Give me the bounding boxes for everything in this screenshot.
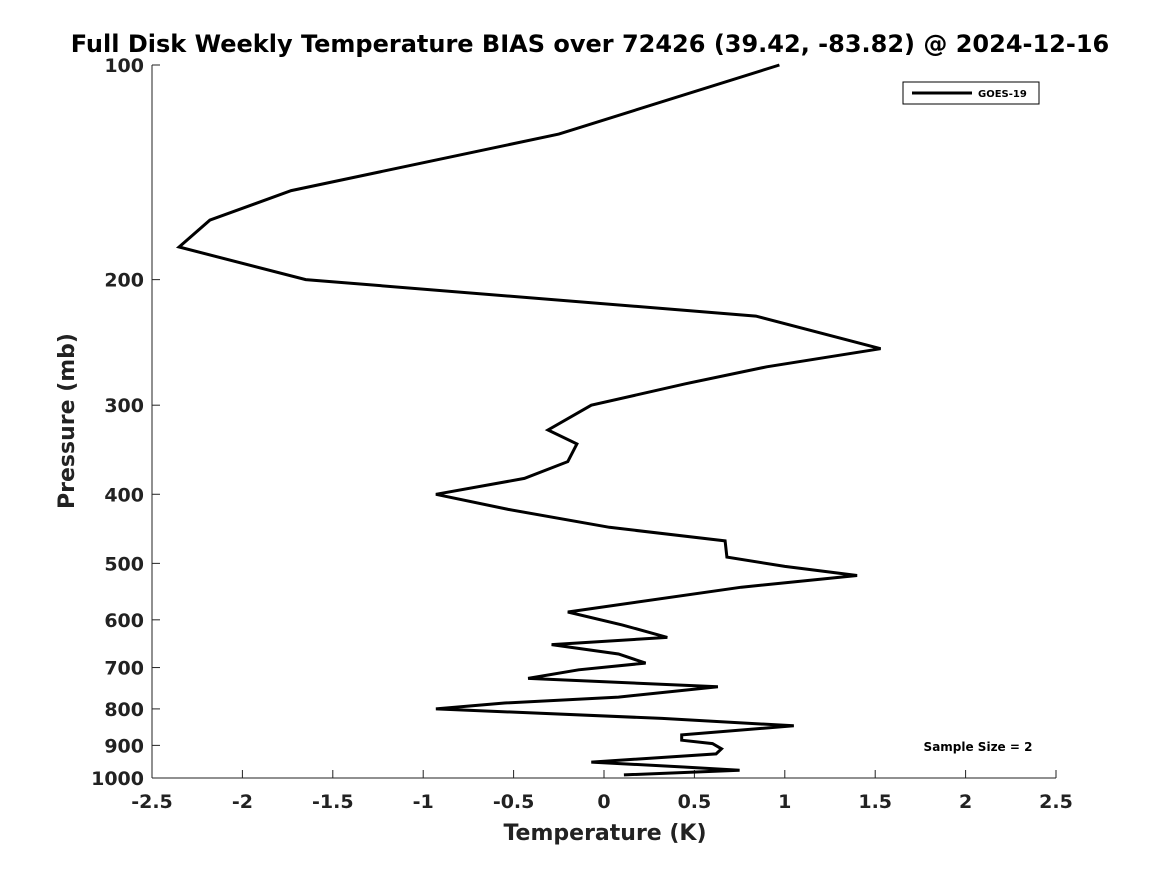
series-layer <box>175 63 881 777</box>
y-tick-label: 200 <box>104 270 144 292</box>
x-tick-label: -2.5 <box>131 791 173 813</box>
legend: GOES-19 <box>902 81 1040 105</box>
x-tick-label: 1.5 <box>858 791 892 813</box>
x-axis-ticks: -2.5 -2 -1.5 -1 -0.5 0 0.5 1 1.5 2 2.5 <box>131 770 1073 813</box>
chart-title: Full Disk Weekly Temperature BIAS over 7… <box>71 30 1110 58</box>
y-tick-label: 1000 <box>91 768 144 790</box>
y-tick-label: 800 <box>104 699 144 721</box>
y-tick-label: 600 <box>104 610 144 632</box>
x-tick-label: 2.5 <box>1039 791 1073 813</box>
y-tick-label: 100 <box>104 55 144 77</box>
x-tick-label: 1 <box>778 791 791 813</box>
series-line-goes-19 <box>175 63 881 777</box>
x-axis-label: Temperature (K) <box>503 821 706 846</box>
x-tick-label: 2 <box>959 791 972 813</box>
sample-size-annotation: Sample Size = 2 <box>924 740 1033 754</box>
y-tick-label: 900 <box>104 735 144 757</box>
legend-entry-goes-19: GOES-19 <box>978 89 1027 100</box>
y-tick-label: 500 <box>104 553 144 575</box>
y-axis-ticks: 100 200 300 400 500 600 700 800 900 1000 <box>91 55 160 790</box>
x-tick-label: -0.5 <box>493 791 535 813</box>
y-tick-label: 400 <box>104 484 144 506</box>
plot-axes <box>151 65 1056 779</box>
x-tick-label: 0 <box>597 791 610 813</box>
x-tick-label: -1.5 <box>312 791 354 813</box>
x-tick-label: -1 <box>413 791 434 813</box>
y-axis-label: Pressure (mb) <box>55 333 80 509</box>
x-tick-label: 0.5 <box>678 791 712 813</box>
y-tick-label: 700 <box>104 658 144 680</box>
x-tick-label: -2 <box>232 791 253 813</box>
y-tick-label: 300 <box>104 395 144 417</box>
